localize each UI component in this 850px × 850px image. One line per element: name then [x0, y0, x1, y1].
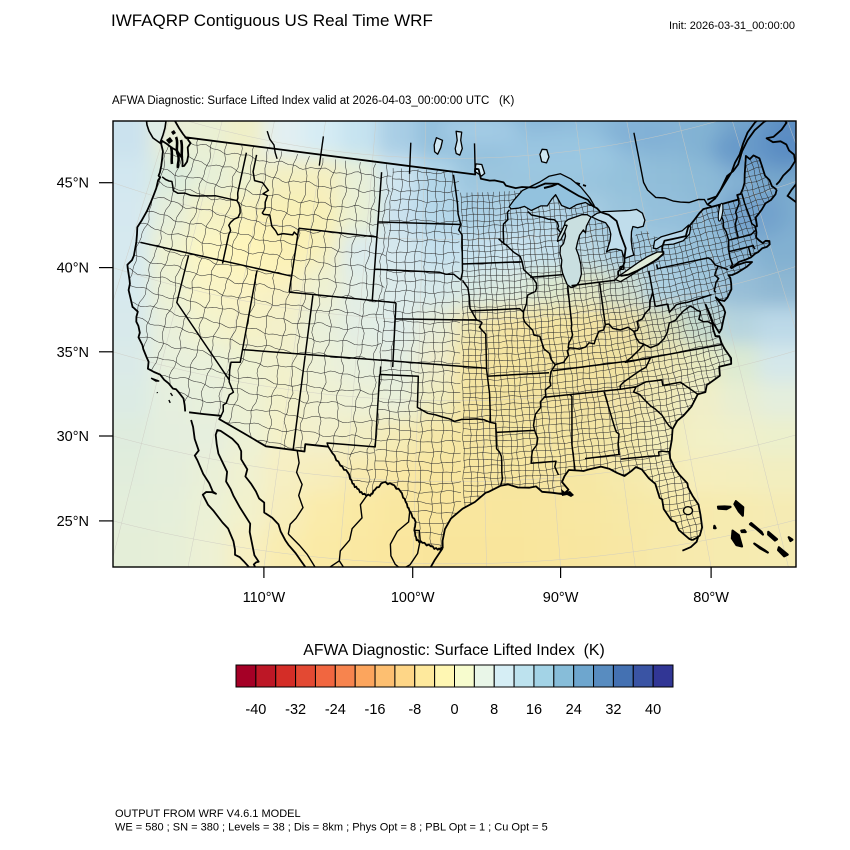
svg-text:-24: -24 [325, 702, 346, 718]
svg-text:45°N: 45°N [57, 176, 89, 192]
svg-text:40°N: 40°N [57, 261, 89, 277]
svg-text:AFWA Diagnostic: Surface Lifte: AFWA Diagnostic: Surface Lifted Index (K… [303, 642, 604, 659]
svg-text:IWFAQRP Contiguous US Real Tim: IWFAQRP Contiguous US Real Time WRF [111, 11, 433, 30]
svg-text:16: 16 [526, 702, 542, 718]
svg-text:35°N: 35°N [57, 345, 89, 361]
svg-text:WE = 580 ; SN = 380 ; Levels =: WE = 580 ; SN = 380 ; Levels = 38 ; Dis … [115, 822, 548, 834]
svg-text:-40: -40 [245, 702, 266, 718]
svg-text:24: 24 [566, 702, 582, 718]
svg-text:100°W: 100°W [391, 590, 435, 606]
svg-text:8: 8 [490, 702, 498, 718]
svg-text:0: 0 [450, 702, 458, 718]
svg-text:32: 32 [605, 702, 621, 718]
svg-text:-8: -8 [408, 702, 421, 718]
svg-text:110°W: 110°W [243, 590, 286, 606]
svg-text:40: 40 [645, 702, 661, 718]
svg-text:80°W: 80°W [693, 590, 729, 606]
svg-text:-32: -32 [285, 702, 306, 718]
svg-text:-16: -16 [365, 702, 386, 718]
svg-text:25°N: 25°N [57, 514, 89, 530]
svg-text:AFWA Diagnostic: Surface Lifte: AFWA Diagnostic: Surface Lifted Index va… [112, 95, 514, 107]
svg-text:OUTPUT FROM WRF V4.6.1 MODEL: OUTPUT FROM WRF V4.6.1 MODEL [115, 808, 301, 820]
svg-text:30°N: 30°N [57, 429, 89, 445]
svg-text:Init: 2026-03-31_00:00:00: Init: 2026-03-31_00:00:00 [669, 20, 795, 32]
svg-text:90°W: 90°W [543, 590, 579, 606]
